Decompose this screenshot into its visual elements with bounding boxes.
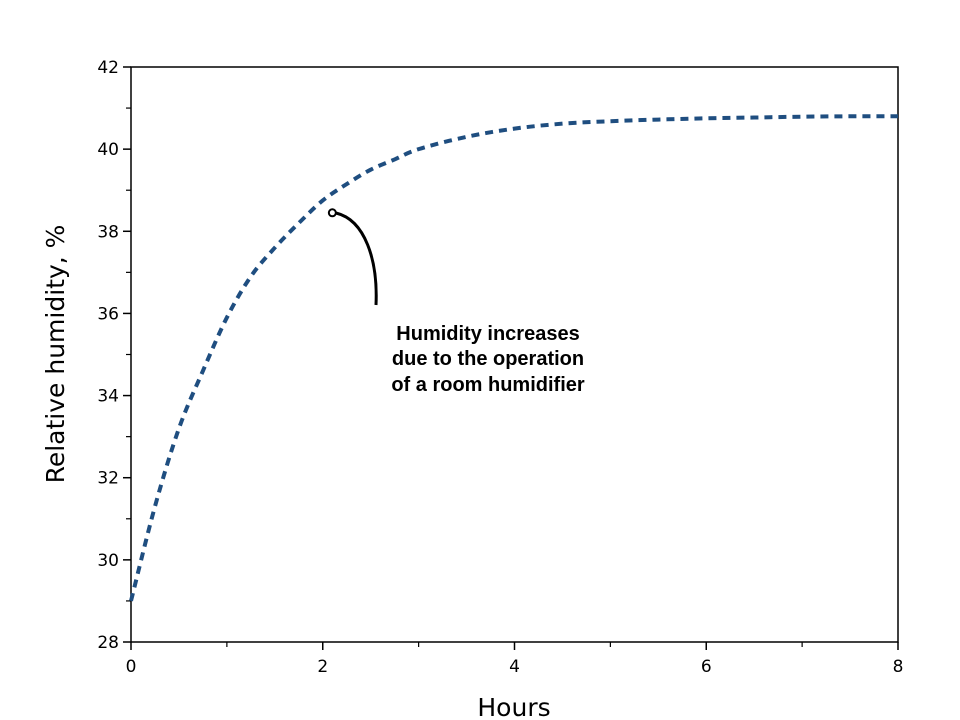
x-tick-label: 2 — [317, 657, 328, 677]
annotation-line-3: of a room humidifier — [391, 374, 585, 396]
y-axis-ticks: 28 30 32 34 36 38 40 42 — [97, 58, 131, 653]
y-tick-label: 38 — [97, 222, 119, 242]
y-tick-label: 30 — [97, 551, 119, 571]
annotation-line-2: due to the operation — [392, 348, 584, 370]
x-tick-label: 6 — [701, 657, 712, 677]
y-tick-label: 36 — [97, 304, 119, 324]
y-axis-title: Relative humidity, % — [41, 225, 70, 484]
x-tick-label: 8 — [893, 657, 904, 677]
humidity-series-line — [129, 114, 899, 602]
x-tick-label: 0 — [126, 657, 137, 677]
x-axis-title: Hours — [477, 693, 550, 720]
x-axis-ticks: 0 2 4 6 8 — [126, 642, 904, 677]
y-tick-label: 40 — [97, 140, 119, 160]
y-tick-label: 32 — [97, 469, 119, 489]
y-tick-label: 28 — [97, 633, 119, 653]
x-tick-label: 4 — [509, 657, 520, 677]
y-tick-label: 34 — [97, 387, 119, 407]
series-layer — [129, 114, 899, 602]
annotation-line-1: Humidity increases — [396, 323, 579, 345]
annotation-marker — [327, 208, 337, 218]
y-tick-label: 42 — [97, 58, 119, 78]
annotation-arrow — [335, 211, 378, 306]
